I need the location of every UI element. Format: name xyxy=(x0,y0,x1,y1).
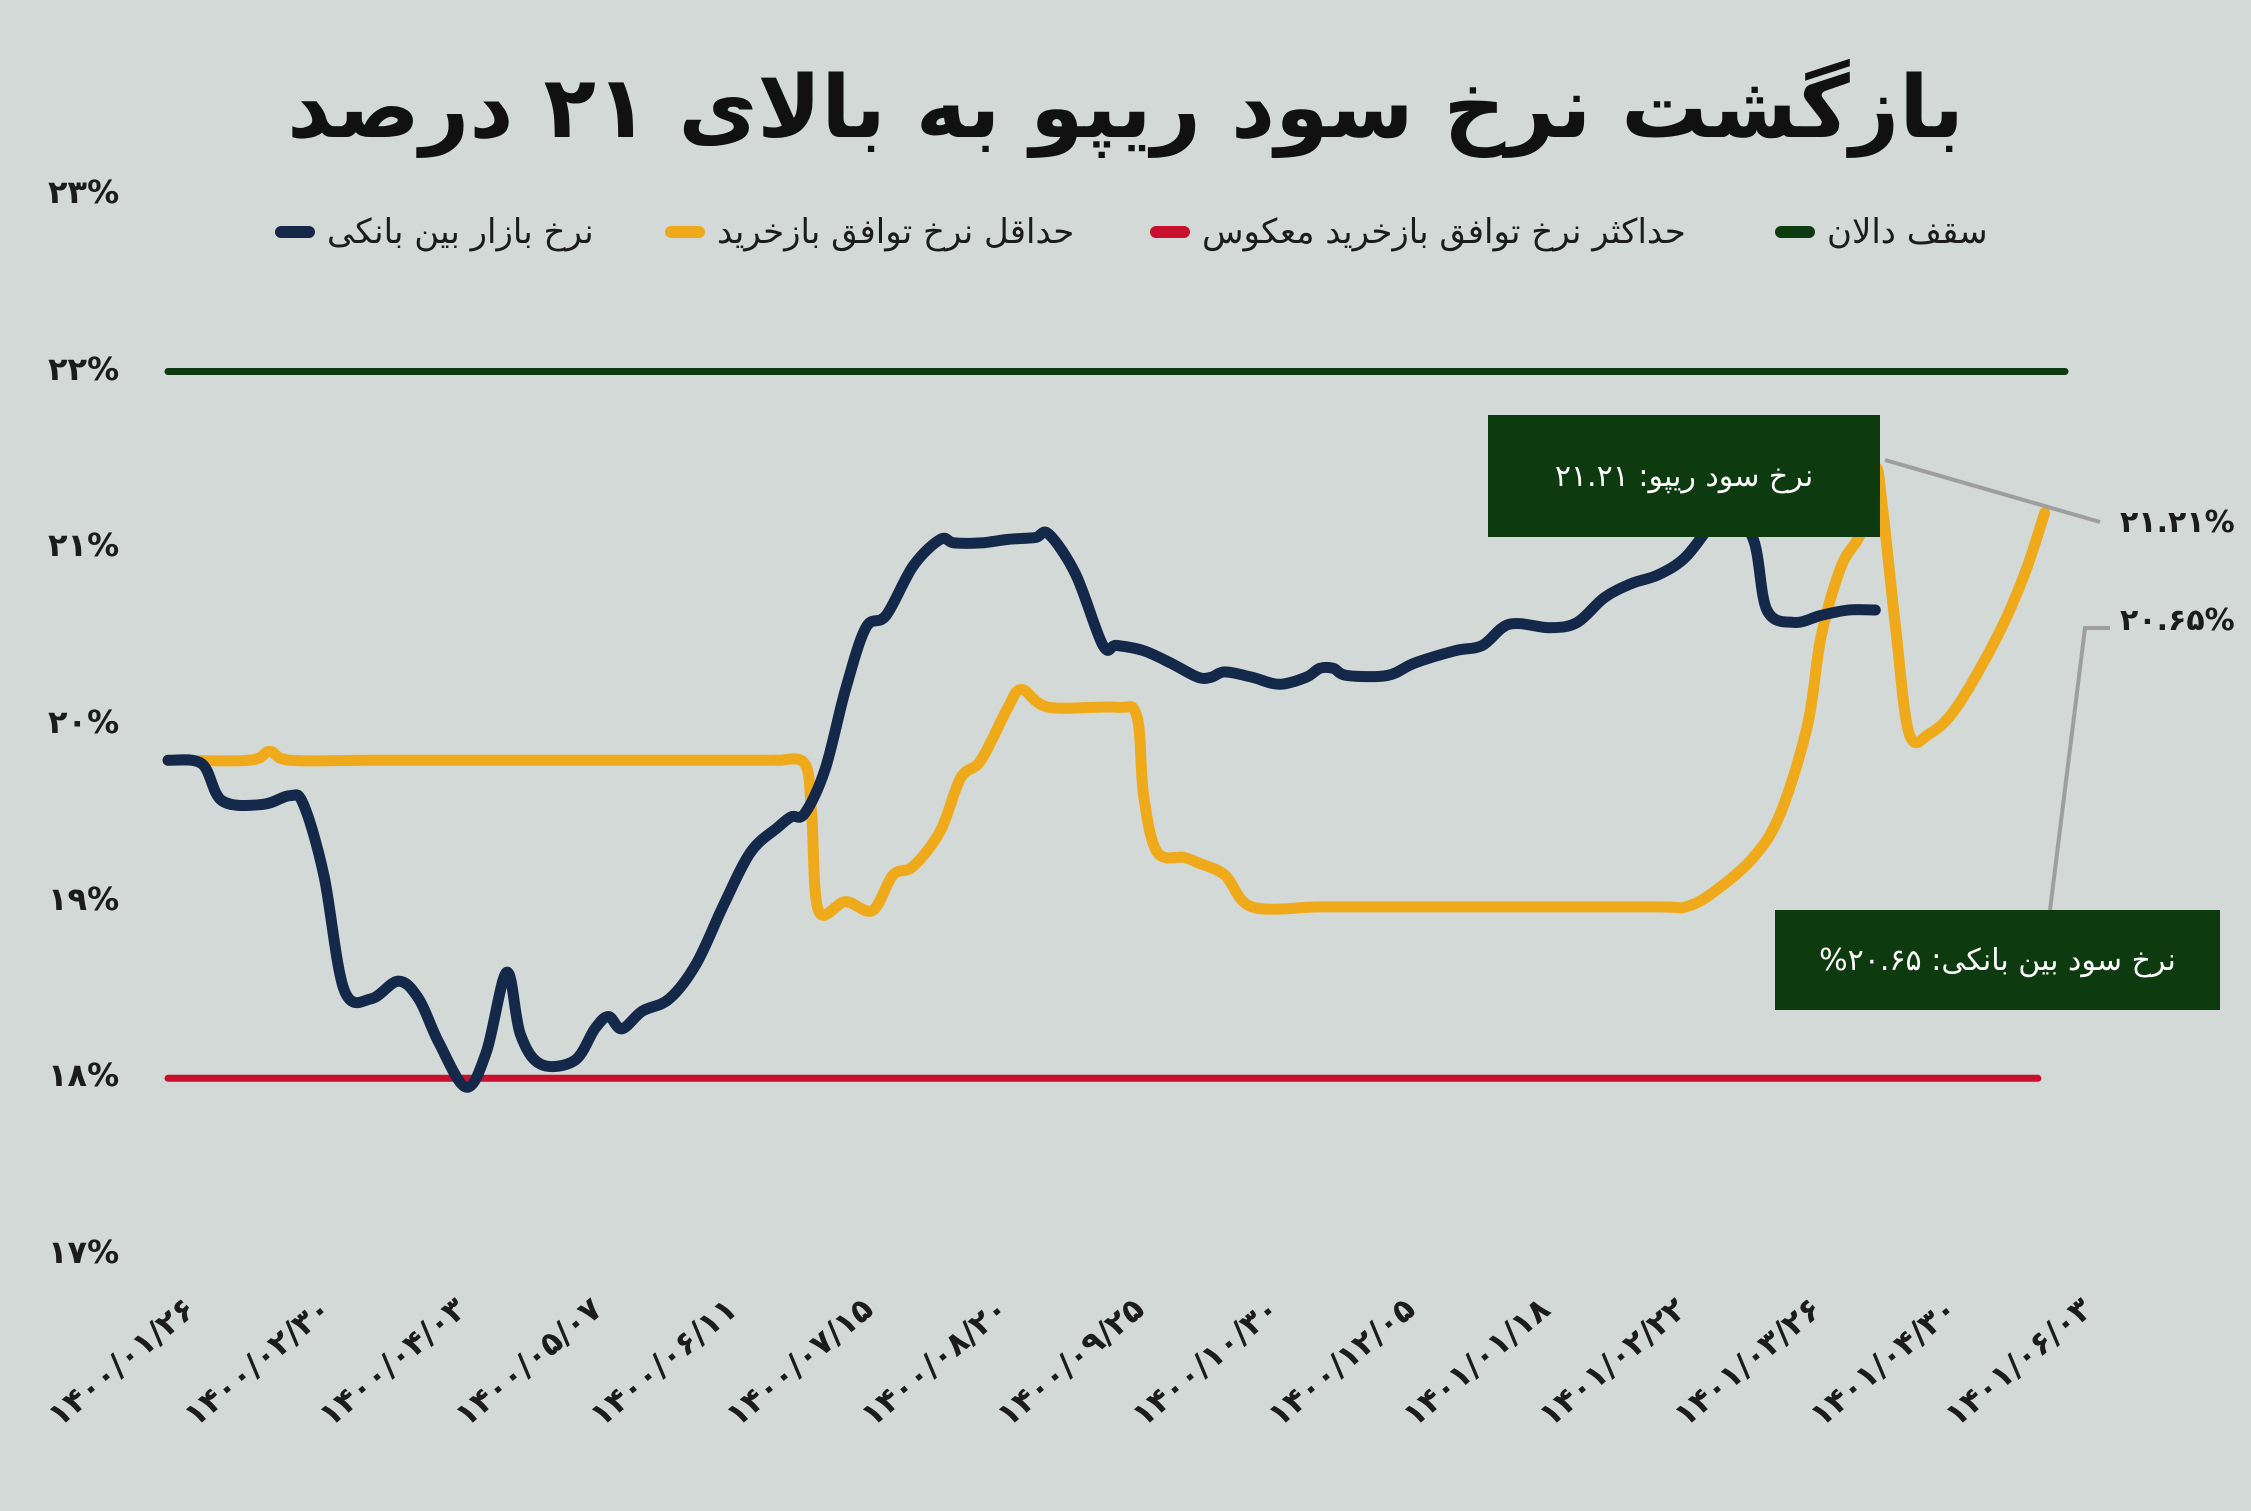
interbank-rate-callout: نرخ سود بین بانکی: ۲۰.۶۵% xyxy=(1775,910,2220,1010)
repo-rate-callout: نرخ سود ریپو: ۲۱.۲۱ xyxy=(1488,415,1880,537)
legend-swatch xyxy=(665,226,705,238)
y-tick-label: ۲۳% xyxy=(48,172,120,211)
repo-end-label: ۲۱.۲۱% xyxy=(2120,505,2235,540)
y-tick-label: ۱۹% xyxy=(48,879,120,918)
legend-label: حداقل نرخ توافق بازخرید xyxy=(717,212,1075,252)
y-tick-label: ۱۷% xyxy=(48,1233,120,1271)
legend-interbank-rate: نرخ بازار بین بانکی xyxy=(275,212,594,252)
repo-callout-leader xyxy=(1884,458,2101,524)
legend-swatch xyxy=(275,226,315,238)
y-tick-label: ۲۲% xyxy=(48,349,120,388)
legend-label: نرخ بازار بین بانکی xyxy=(327,212,594,252)
interbank-callout-leader xyxy=(2048,626,2110,911)
legend-label: حداکثر نرخ توافق بازخرید معکوس xyxy=(1202,212,1686,252)
legend-corridor-ceiling: سقف دالان xyxy=(1775,212,1988,252)
series-line-3 xyxy=(162,498,1881,1093)
legend-repo-min: حداقل نرخ توافق بازخرید xyxy=(665,212,1074,252)
chart-title: بازگشت نرخ سود ریپو به بالای ۲۱ درصد xyxy=(287,58,1964,158)
legend-swatch xyxy=(1775,226,1815,238)
y-tick-label: ۱۸% xyxy=(48,1056,120,1095)
legend-label: سقف دالان xyxy=(1827,212,1988,252)
interbank-end-label: ۲۰.۶۵% xyxy=(2120,603,2235,638)
y-tick-label: ۲۰% xyxy=(48,702,120,741)
legend-swatch xyxy=(1150,226,1190,238)
y-tick-label: ۲۱% xyxy=(48,526,120,565)
legend-reverse-repo-max: حداکثر نرخ توافق بازخرید معکوس xyxy=(1150,212,1686,252)
